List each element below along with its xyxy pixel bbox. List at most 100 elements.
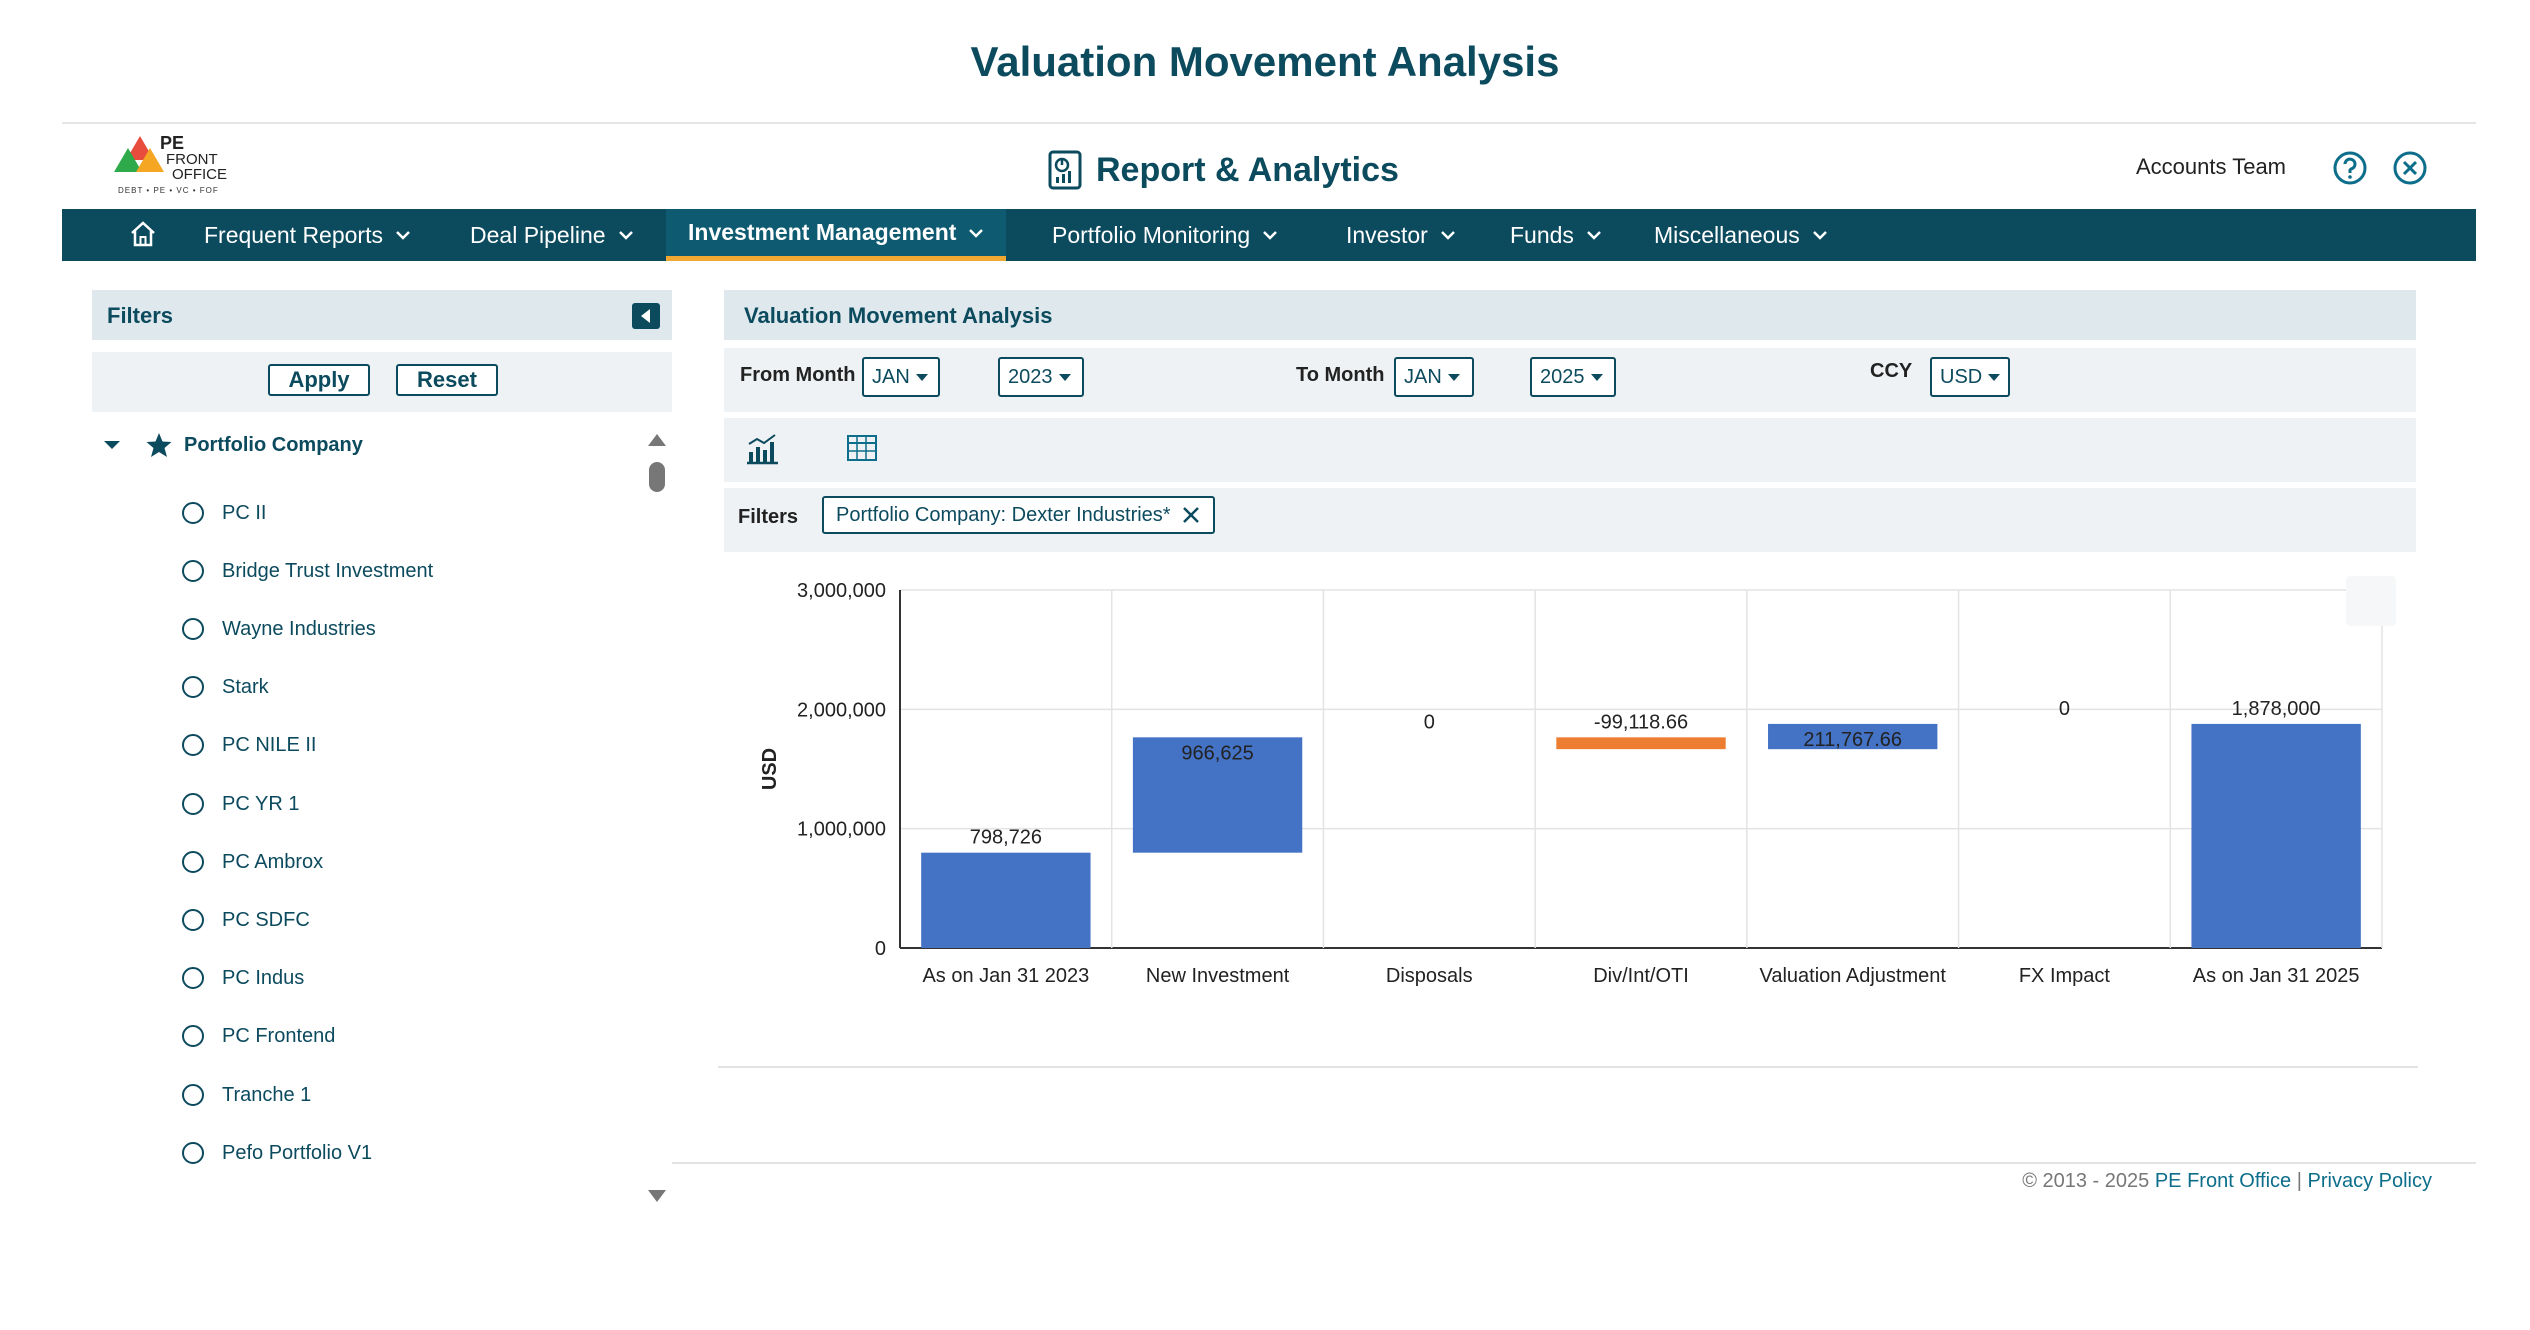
report-icon [1048, 150, 1082, 190]
radio-button[interactable] [182, 1025, 204, 1047]
data-label: 1,878,000 [2232, 698, 2321, 720]
company-option[interactable]: Pefo Portfolio V1 [182, 1138, 372, 1168]
nav-deal-pipeline[interactable]: Deal Pipeline [470, 209, 634, 261]
waterfall-bar [1768, 723, 1938, 750]
nav-item-label: Investment Management [688, 219, 957, 245]
caret-down-icon[interactable] [100, 435, 124, 455]
company-option[interactable]: Tranche 1 [182, 1080, 311, 1110]
company-label: PC Indus [222, 966, 305, 989]
radio-button[interactable] [182, 909, 204, 931]
company-option[interactable]: PC YR 1 [182, 789, 299, 819]
y-tick-label: 2,000,000 [797, 699, 886, 721]
chart-menu-button[interactable] [2346, 576, 2396, 626]
radio-button[interactable] [182, 851, 204, 873]
nav-portfolio-monitoring[interactable]: Portfolio Monitoring [1052, 209, 1278, 261]
report-header: Valuation Movement Analysis [724, 290, 2416, 340]
valuation-waterfall-chart: 0 1,000,000 2,000,000 3,000,000 USD 798,726 As… [759, 580, 2383, 987]
collapse-panel-button[interactable] [632, 303, 660, 329]
chevron-down-icon [1812, 231, 1827, 240]
company-option[interactable]: PC Frontend [182, 1021, 335, 1051]
apply-button[interactable]: Apply [268, 364, 370, 396]
brand-link[interactable]: PE Front Office [2154, 1170, 2292, 1192]
radio-button[interactable] [182, 793, 204, 815]
data-label: 0 [2059, 698, 2070, 720]
radio-button[interactable] [182, 734, 204, 756]
chevron-down-icon [618, 231, 633, 240]
help-icon[interactable] [2332, 150, 2368, 186]
x-tick-label: FX Impact [2019, 965, 2111, 987]
x-tick-label: Div/Int/OTI [1593, 965, 1689, 987]
home-icon[interactable] [128, 219, 158, 249]
filter-chip[interactable]: Portfolio Company: Dexter Industries* [822, 496, 1215, 534]
caret-down-icon [1590, 373, 1603, 381]
company-option[interactable]: PC NILE II [182, 730, 316, 760]
divider [718, 1066, 2418, 1068]
tree-node-portfolio-company[interactable]: Portfolio Company [100, 430, 363, 460]
ccy-label: CCY [1870, 360, 1913, 382]
nav-item-label: Portfolio Monitoring [1052, 221, 1251, 248]
company-option[interactable]: PC Ambrox [182, 847, 323, 877]
table-view-icon[interactable] [846, 434, 878, 462]
close-icon[interactable] [2392, 150, 2428, 186]
to-year-select[interactable]: 2025 [1530, 357, 1616, 397]
pe-front-office-logo[interactable]: PE FRONT OFFICE DEBT • PE • VC • FOF [114, 134, 234, 200]
to-month-label: To Month [1296, 364, 1385, 386]
to-month-select[interactable]: JAN [1394, 357, 1474, 397]
nav-miscellaneous[interactable]: Miscellaneous [1654, 209, 1828, 261]
chart-view-icon[interactable] [744, 432, 780, 466]
page-title: Valuation Movement Analysis [970, 38, 1560, 85]
radio-button[interactable] [182, 618, 204, 640]
filter-chip-text: Portfolio Company: Dexter Industries* [836, 503, 1171, 526]
company-option[interactable]: PC SDFC [182, 905, 310, 935]
company-label: Wayne Industries [222, 617, 376, 640]
chevron-down-icon [1587, 231, 1601, 240]
radio-button[interactable] [182, 502, 204, 524]
app-title-text: Report & Analytics [1096, 150, 1399, 189]
nav-frequent-reports[interactable]: Frequent Reports [204, 209, 411, 261]
app-title: Report & Analytics [1048, 145, 1399, 195]
ccy-select[interactable]: USD [1930, 357, 2010, 397]
radio-button[interactable] [182, 967, 204, 989]
active-filters-label: Filters [738, 506, 799, 528]
from-year-select[interactable]: 2023 [998, 357, 1084, 397]
user-name[interactable]: Accounts Team [2136, 154, 2287, 179]
nav-funds[interactable]: Funds [1510, 209, 1602, 261]
radio-button[interactable] [182, 1142, 204, 1164]
scroll-up-arrow[interactable] [648, 434, 666, 446]
select-value: 2023 [1008, 365, 1053, 388]
company-option[interactable]: Wayne Industries [182, 614, 376, 644]
company-option[interactable]: PC Indus [182, 963, 304, 993]
remove-filter-icon[interactable] [1181, 505, 1201, 525]
data-label: 798,726 [970, 827, 1042, 849]
main-nav: Frequent Reports Deal Pipeline Investmen… [62, 209, 2476, 261]
company-option[interactable]: PC II [182, 498, 266, 528]
scroll-down-arrow[interactable] [648, 1190, 666, 1202]
company-label: Stark [222, 675, 269, 698]
reset-button[interactable]: Reset [396, 364, 498, 396]
active-filters-bar: Filters Portfolio Company: Dexter Indust… [724, 488, 2416, 552]
x-tick-label: New Investment [1146, 965, 1290, 987]
report-title: Valuation Movement Analysis [744, 303, 1053, 328]
privacy-policy-link[interactable]: Privacy Policy [2307, 1170, 2432, 1192]
waterfall-bar [2191, 723, 2361, 948]
chevron-down-icon [1263, 231, 1278, 240]
radio-button[interactable] [182, 560, 204, 582]
company-option[interactable]: Bridge Trust Investment [182, 556, 433, 586]
select-value: 2025 [1540, 365, 1585, 388]
company-label: PC II [222, 501, 267, 524]
nav-item-label: Miscellaneous [1654, 221, 1800, 248]
nav-investment-management[interactable]: Investment Management [666, 209, 1007, 261]
data-label: -99,118.66 [1594, 711, 1688, 733]
scrollbar-thumb[interactable] [649, 462, 665, 492]
company-option[interactable]: Stark [182, 672, 269, 702]
nav-investor[interactable]: Investor [1346, 209, 1456, 261]
caret-left-icon [641, 309, 650, 323]
logo-text-front: FRONT [166, 151, 218, 168]
radio-button[interactable] [182, 676, 204, 698]
radio-button[interactable] [182, 1084, 204, 1106]
from-month-select[interactable]: JAN [862, 357, 940, 397]
y-axis-label: USD [759, 748, 781, 790]
company-label: PC Frontend [222, 1024, 336, 1047]
copyright-text: © 2013 - 2025 [2022, 1170, 2150, 1192]
x-tick-label: As on Jan 31 2023 [922, 965, 1089, 987]
